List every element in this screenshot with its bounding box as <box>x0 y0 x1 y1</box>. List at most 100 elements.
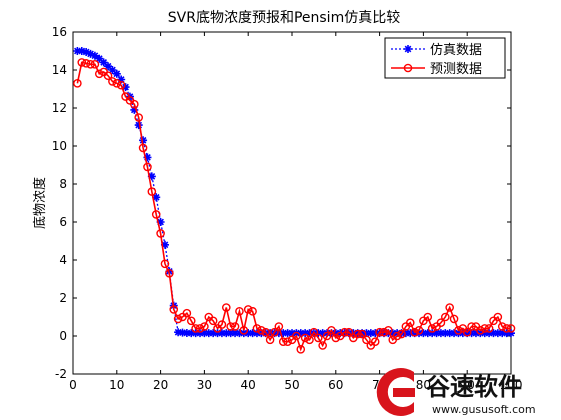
series-1-point-65 <box>357 329 367 339</box>
y-tick-label-6: 10 <box>52 139 67 153</box>
y-tick-label-2: 2 <box>59 291 67 305</box>
series-0-point-96 <box>493 329 502 338</box>
series-1-point-86 <box>449 314 459 324</box>
series-1-point-76 <box>405 318 415 328</box>
series-1-point-93 <box>480 324 490 333</box>
series-1-point-27 <box>191 324 200 333</box>
series-0-point-25 <box>182 328 191 337</box>
series-1-point-80 <box>423 312 433 322</box>
series-0-point-75 <box>401 329 410 338</box>
series-0-point-17 <box>147 172 156 181</box>
series-1-point-52 <box>300 333 310 343</box>
series-1-point-0 <box>73 79 82 88</box>
legend-box <box>384 37 506 79</box>
series-0-point-41 <box>252 329 261 338</box>
series-1-point-71 <box>384 325 393 335</box>
x-tick-label-5: 50 <box>284 378 299 392</box>
series-0-point-93 <box>480 329 489 338</box>
series-0-point-38 <box>239 329 248 338</box>
x-tick-label-8: 80 <box>416 378 431 392</box>
series-0-point-63 <box>349 329 358 338</box>
y-axis: -2 0 2 4 6 8 10 12 14 16 <box>52 25 511 381</box>
series-1-point-8 <box>108 77 117 86</box>
series-1-point-38 <box>239 325 249 335</box>
y-tick-label-8: 14 <box>52 63 67 77</box>
series-1-point-25 <box>182 308 192 318</box>
series-0-point-78 <box>415 329 424 338</box>
series-0-point-70 <box>379 329 388 338</box>
series-1-point-18 <box>151 210 161 219</box>
series-1-point-29 <box>200 322 209 331</box>
series-1-point-35 <box>226 322 235 331</box>
legend-marker-pred-glyph <box>403 63 413 73</box>
series-1-point-50 <box>292 331 301 341</box>
series-1-point-45 <box>270 327 279 337</box>
legend-marker-pred <box>403 63 413 73</box>
watermark-brand: 谷速软件 <box>426 373 522 401</box>
series-0-point-60 <box>336 329 345 338</box>
y-tick-label-5: 8 <box>59 177 67 191</box>
series-1-point-5 <box>94 69 104 79</box>
series-0-point-44 <box>266 329 275 338</box>
series-0-point-8 <box>108 66 117 74</box>
series-0-point-30 <box>204 329 213 338</box>
series-1-point-4 <box>90 60 100 69</box>
series-1-point-43 <box>261 327 271 337</box>
series-0-point-91 <box>471 329 480 338</box>
series-0-point-65 <box>358 329 367 338</box>
legend-marker-sim <box>404 45 412 53</box>
y-axis-label: 底物浓度 <box>32 177 48 229</box>
series-0-point-19 <box>156 218 165 226</box>
legend-label-pred: 预测数据 <box>430 62 482 77</box>
series-0-point-79 <box>419 329 428 338</box>
series-0-point-11 <box>121 83 130 92</box>
series-1-point-9 <box>112 79 122 88</box>
series-0-point-76 <box>406 329 415 338</box>
series-0-point-50 <box>292 329 301 338</box>
series-1-point-98 <box>502 324 511 333</box>
series-1-point-21 <box>165 268 174 278</box>
series-1-point-15 <box>138 143 148 153</box>
series-1-point-58 <box>327 325 336 335</box>
series-1-point-41 <box>252 324 262 333</box>
series-1-point-39 <box>243 305 253 314</box>
series-1-point-26 <box>186 316 196 326</box>
series-0-point-14 <box>134 121 143 130</box>
series-1-point-20 <box>160 259 170 269</box>
series-0-point-5 <box>95 54 104 63</box>
series-1-point-34 <box>221 303 231 312</box>
series-1-point-83 <box>436 318 446 328</box>
series-1-point-19 <box>156 229 165 238</box>
chart-title: SVR底物浓度预报和Pensim仿真比较 <box>168 10 400 26</box>
y-tick-label-0: -2 <box>55 367 67 381</box>
series-0-point-84 <box>441 329 450 338</box>
series-1-point-96 <box>493 312 503 322</box>
series-1-point-89 <box>462 327 472 337</box>
series-1-point-73 <box>392 331 402 341</box>
series-0-point-59 <box>331 329 340 338</box>
series-0-point-42 <box>257 329 266 338</box>
series-0-point-20 <box>160 240 169 249</box>
series-0-point-26 <box>187 329 196 338</box>
series-0-point-35 <box>226 329 235 338</box>
series-0-point-46 <box>274 329 283 338</box>
series-1 <box>73 58 516 354</box>
series-0-point-90 <box>467 329 476 338</box>
series-0-point-95 <box>489 329 498 338</box>
series-0-point-73 <box>393 329 402 338</box>
series-1-point-77 <box>410 327 419 337</box>
y-tick-label-9: 16 <box>52 25 67 39</box>
series-1-point-51 <box>296 344 306 354</box>
series-0-point-7 <box>104 62 113 71</box>
series-1-point-87 <box>454 325 463 335</box>
series-1-point-62 <box>344 327 354 337</box>
series-0-point-86 <box>450 329 459 338</box>
series-0-point-3 <box>86 49 95 58</box>
series-0-point-48 <box>283 329 292 338</box>
series-0-point-68 <box>371 329 380 338</box>
series-0-point-99 <box>507 329 515 338</box>
series-0-point-6 <box>99 58 108 67</box>
series-1-point-97 <box>497 322 507 331</box>
series-1-point-10 <box>116 80 126 90</box>
